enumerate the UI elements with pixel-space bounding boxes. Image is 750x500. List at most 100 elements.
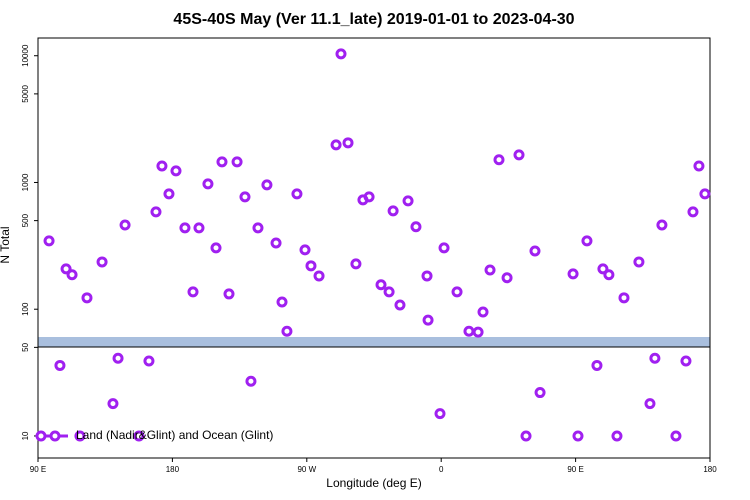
point <box>156 160 168 172</box>
point <box>693 160 705 172</box>
y-tick-label: 500 <box>21 213 30 227</box>
plot-frame <box>37 37 711 459</box>
point <box>534 387 546 399</box>
point <box>572 430 584 442</box>
point <box>472 326 484 338</box>
x-tick-label: 180 <box>166 465 180 474</box>
point <box>451 286 463 298</box>
point <box>231 156 243 168</box>
point <box>581 235 593 247</box>
point <box>463 325 475 337</box>
point <box>107 398 119 410</box>
point <box>163 188 175 200</box>
point <box>644 398 656 410</box>
legend-marker <box>49 430 61 442</box>
point <box>143 355 155 367</box>
point <box>299 244 311 256</box>
y-tick-label: 100 <box>21 302 30 316</box>
point <box>611 430 623 442</box>
point <box>305 260 317 272</box>
x-tick-label: 90 E <box>30 465 46 474</box>
point <box>245 375 257 387</box>
point <box>363 191 375 203</box>
y-tick-label: 5000 <box>21 84 30 102</box>
point <box>493 154 505 166</box>
point <box>202 178 214 190</box>
point <box>670 430 682 442</box>
point <box>335 48 347 60</box>
point <box>387 205 399 217</box>
point <box>383 286 395 298</box>
point <box>330 139 342 151</box>
x-tick-label: 180 <box>703 465 717 474</box>
point <box>60 263 72 275</box>
point <box>54 359 66 371</box>
point <box>422 314 434 326</box>
point <box>270 237 282 249</box>
point <box>342 137 354 149</box>
point <box>567 268 579 280</box>
point <box>239 191 251 203</box>
point <box>687 206 699 218</box>
y-tick-label: 1000 <box>21 173 30 191</box>
point <box>119 219 131 231</box>
point <box>216 156 228 168</box>
point <box>633 256 645 268</box>
point <box>350 258 362 270</box>
point <box>112 352 124 364</box>
point <box>597 263 609 275</box>
point <box>179 222 191 234</box>
point <box>193 222 205 234</box>
point <box>281 325 293 337</box>
point <box>375 279 387 291</box>
point <box>81 292 93 304</box>
point <box>187 286 199 298</box>
point <box>484 264 496 276</box>
point <box>252 222 264 234</box>
point <box>591 359 603 371</box>
point <box>43 235 55 247</box>
point <box>276 296 288 308</box>
legend-marker <box>35 430 47 442</box>
point <box>402 195 414 207</box>
point <box>96 256 108 268</box>
legend-label: Land (Nadir&Glint) and Ocean (Glint) <box>76 428 273 442</box>
x-tick-label: 90 W <box>297 465 316 474</box>
x-tick-label: 90 E <box>567 465 583 474</box>
point <box>680 355 692 367</box>
point <box>313 270 325 282</box>
x-tick-label: 0 <box>439 465 444 474</box>
point <box>223 288 235 300</box>
point <box>513 149 525 161</box>
band <box>38 337 710 347</box>
point <box>261 179 273 191</box>
point <box>477 306 489 318</box>
point <box>529 245 541 257</box>
y-tick-label: 10 <box>21 431 30 440</box>
chart-title: 45S-40S May (Ver 11.1_late) 2019-01-01 t… <box>173 11 574 28</box>
point <box>699 188 711 200</box>
point <box>66 269 78 281</box>
point <box>618 292 630 304</box>
point <box>656 219 668 231</box>
point <box>133 430 145 442</box>
x-axis-label: Longitude (deg E) <box>326 476 421 490</box>
point <box>394 299 406 311</box>
point <box>150 206 162 218</box>
point <box>501 272 513 284</box>
point <box>520 430 532 442</box>
point <box>438 242 450 254</box>
point <box>410 221 422 233</box>
point <box>74 430 86 442</box>
point <box>210 242 222 254</box>
point <box>649 352 661 364</box>
point <box>170 165 182 177</box>
point <box>434 408 446 420</box>
y-tick-label: 50 <box>21 342 30 351</box>
point <box>291 188 303 200</box>
point <box>603 269 615 281</box>
point <box>421 270 433 282</box>
y-tick-label: 10000 <box>21 44 30 67</box>
y-axis-label: N Total <box>0 226 12 263</box>
